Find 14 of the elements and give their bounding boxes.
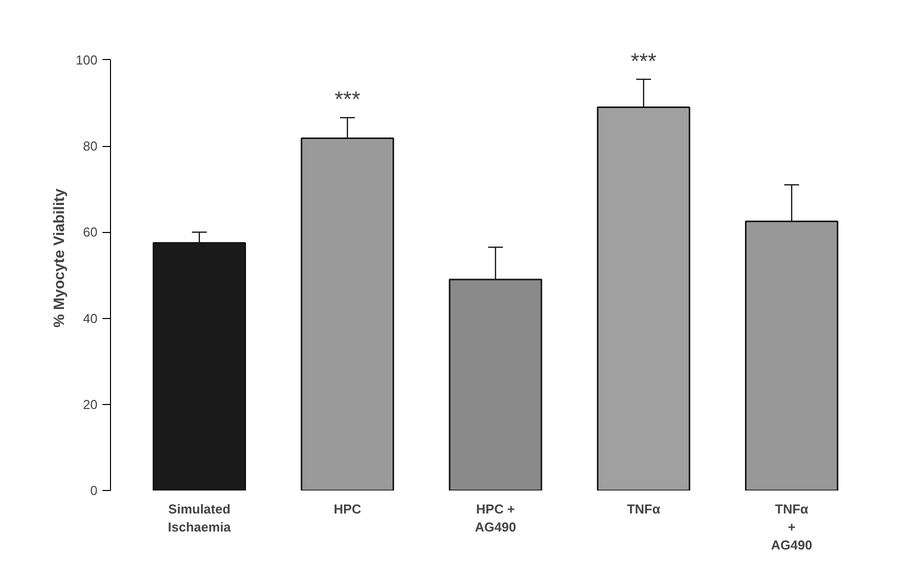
x-tick-label: Simulated Ischaemia xyxy=(168,502,232,534)
x-tick-label: TNFα xyxy=(626,502,660,516)
y-tick-label: 80 xyxy=(83,138,98,154)
x-tick-label: TNFα + AG490 xyxy=(771,502,812,552)
y-tick-label: 20 xyxy=(83,396,98,412)
x-tick-label: HPC xyxy=(334,502,362,516)
y-tick-label: 0 xyxy=(90,483,98,498)
y-tick-label: 100 xyxy=(76,52,98,68)
annotation: *** xyxy=(334,86,361,112)
annotation: *** xyxy=(630,48,657,74)
x-tick-label: HPC + AG490 xyxy=(474,502,516,534)
y-axis-title: % Myocyte Viability xyxy=(50,188,68,328)
y-tick-label: 40 xyxy=(83,310,98,326)
y-tick-label: 60 xyxy=(83,224,98,240)
